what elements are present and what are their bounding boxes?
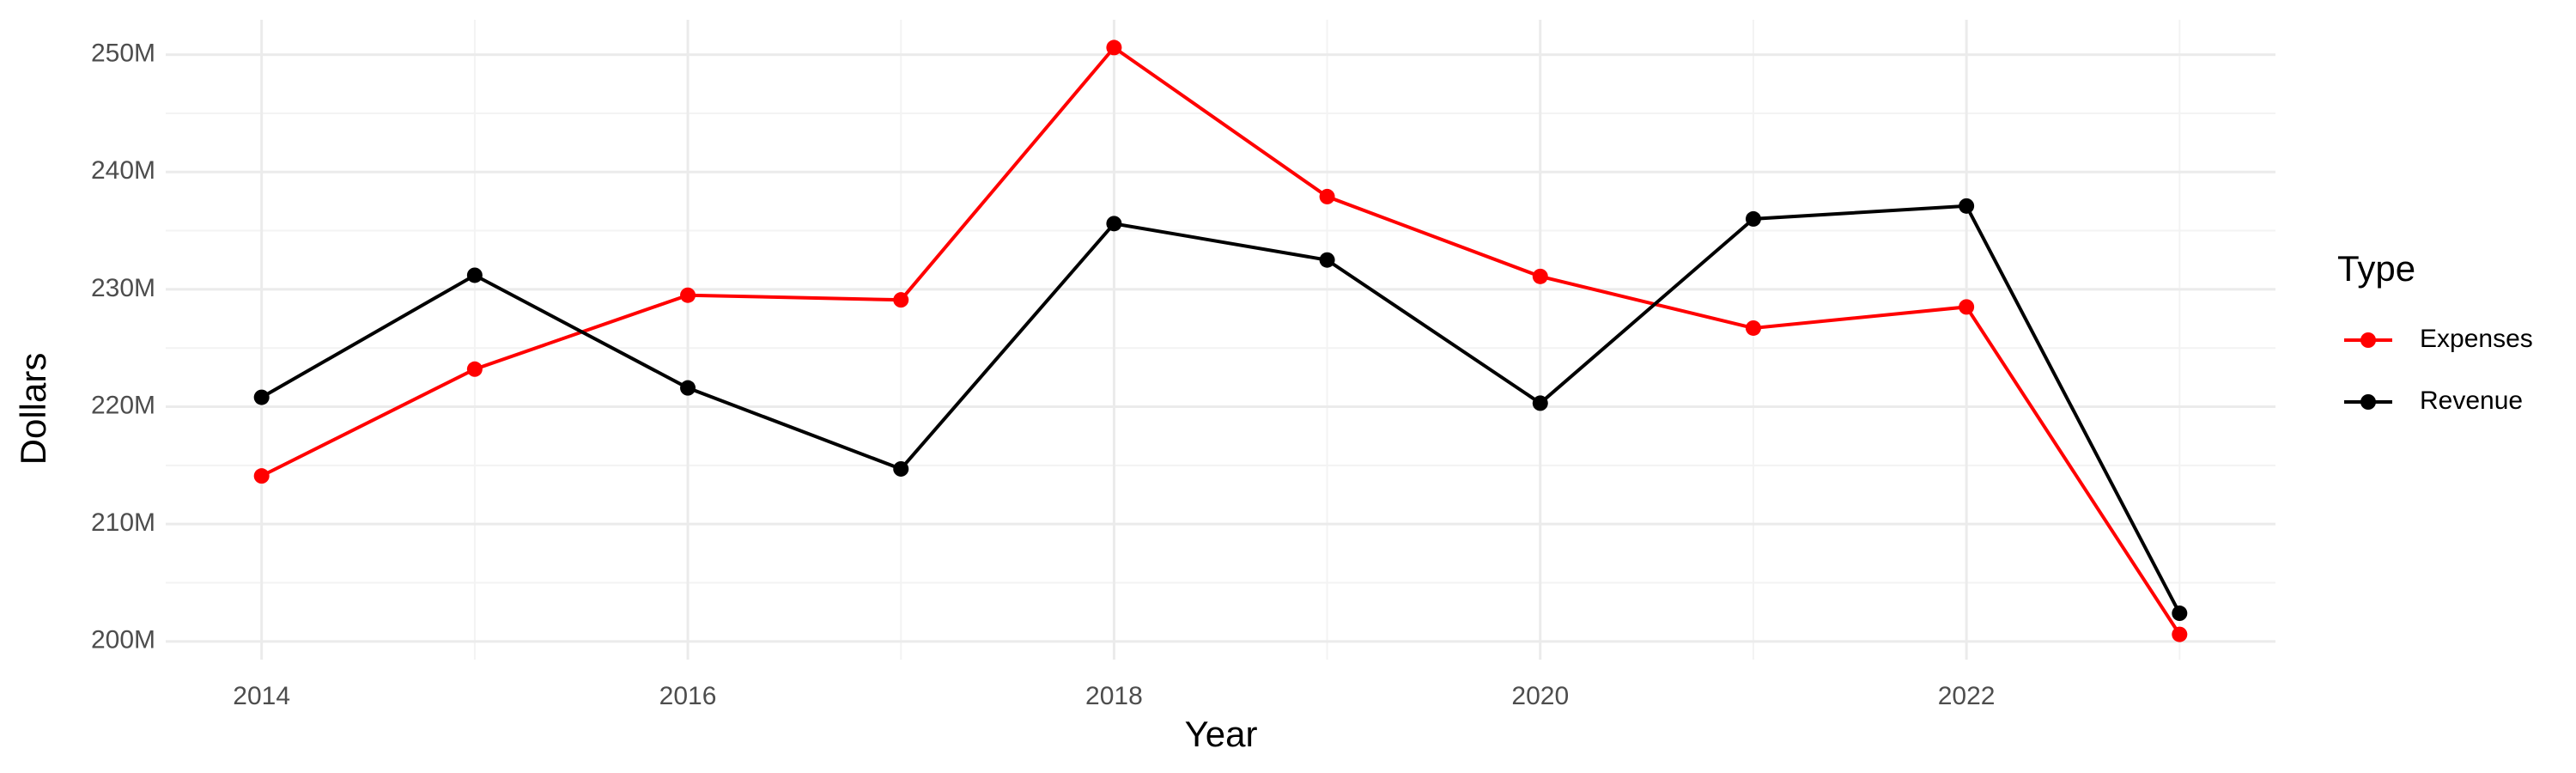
x-tick-label: 2014 (233, 682, 290, 710)
series-line (260, 204, 2182, 614)
data-point (680, 380, 696, 396)
y-tick-label: 220M (91, 391, 155, 419)
legend-label: Expenses (2420, 325, 2533, 353)
data-point (1532, 268, 1548, 284)
data-point (1532, 395, 1548, 411)
y-tick-label: 240M (91, 156, 155, 185)
y-tick-label: 200M (91, 626, 155, 654)
data-point (2172, 606, 2188, 622)
data-point (466, 361, 483, 377)
x-tick-label: 2022 (1938, 682, 1996, 710)
y-tick-label: 250M (91, 40, 155, 68)
data-point (1319, 188, 1335, 204)
x-axis-label: Year (1185, 714, 1258, 754)
y-axis-label: Dollars (13, 353, 53, 466)
data-point (1745, 320, 1761, 336)
data-point (1959, 299, 1975, 315)
data-point (253, 468, 270, 484)
data-point (2172, 626, 2188, 642)
legend-title: Type (2337, 248, 2415, 289)
data-point (1106, 216, 1122, 232)
data-point (1959, 198, 1975, 214)
data-point (680, 287, 696, 303)
legend-marker (2360, 394, 2376, 410)
data-point (1745, 210, 1761, 227)
x-tick-label: 2016 (659, 682, 717, 710)
data-point (1319, 252, 1335, 268)
y-tick-label: 210M (91, 508, 155, 537)
x-tick-label: 2018 (1085, 682, 1143, 710)
x-tick-label: 2020 (1511, 682, 1569, 710)
data-point (893, 292, 909, 308)
data-point (1106, 40, 1122, 56)
legend-marker (2360, 332, 2376, 348)
series-line (260, 45, 2181, 636)
legend-label: Revenue (2420, 386, 2523, 415)
data-point (253, 389, 270, 405)
data-point (466, 267, 483, 283)
y-tick-label: 230M (91, 274, 155, 302)
data-point (893, 460, 909, 477)
